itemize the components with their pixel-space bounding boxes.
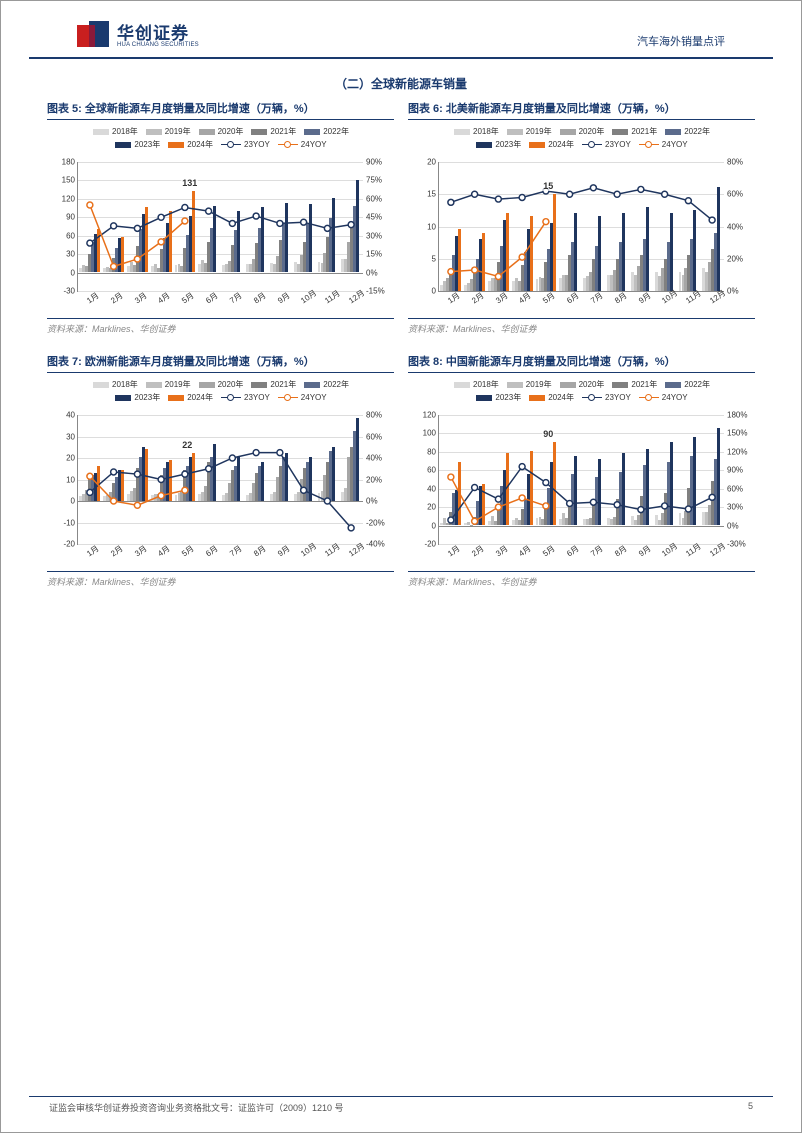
legend-yoy24: 24YOY [639,139,688,150]
legend-y2022: 2022年 [304,126,349,137]
page-header: 华创证券 HUA CHUANG SECURITIES 汽车海外销量点评 [29,1,773,59]
legend-yoy23: 23YOY [582,139,631,150]
legend-y2024: 2024年 [529,392,574,403]
legend-y2023: 2023年 [115,392,160,403]
legend-yoy24: 24YOY [639,392,688,403]
chart-6-source: 资料来源：Marklines、华创证券 [408,318,755,335]
logo-en: HUA CHUANG SECURITIES [117,42,199,48]
legend: 2018年 2019年 2020年 2021年 2022年 2023年 2024年 23YOY… [408,377,750,403]
legend-y2019: 2019年 [507,379,552,390]
legend-y2021: 2021年 [612,379,657,390]
legend-y2022: 2022年 [665,379,710,390]
legend-y2018: 2018年 [93,126,138,137]
legend: 2018年 2019年 2020年 2021年 2022年 2023年 2024年 23YOY… [47,124,389,150]
legend-y2020: 2020年 [560,379,605,390]
page-footer: 证监会审核华创证券投资咨询业务资格批文号：证监许可（2009）1210 号 5 [29,1096,773,1114]
chart-5-plot: 2018年 2019年 2020年 2021年 2022年 2023年 2024年 23YOY… [47,124,389,314]
legend-y2021: 2021年 [251,126,296,137]
chart-grid: 图表 5: 全球新能源车月度销量及同比增速（万辆，%） 2018年2019年20… [1,100,801,588]
chart-8-source: 资料来源：Marklines、华创证券 [408,571,755,588]
footer-left: 证监会审核华创证券投资咨询业务资格批文号：证监许可（2009）1210 号 [49,1101,344,1114]
chart-8-plot: 2018年 2019年 2020年 2021年 2022年 2023年 2024年 23YOY… [408,377,750,567]
legend-y2018: 2018年 [454,126,499,137]
legend-y2019: 2019年 [146,126,191,137]
chart-8: 图表 8: 中国新能源车月度销量及同比增速（万辆，%） 2018年2019年20… [408,353,755,588]
chart-7-source: 资料来源：Marklines、华创证券 [47,571,394,588]
legend-y2018: 2018年 [93,379,138,390]
legend-yoy23: 23YOY [582,392,631,403]
logo-icon [77,21,111,51]
chart-5-source: 资料来源：Marklines、华创证券 [47,318,394,335]
chart-5-title: 图表 5: 全球新能源车月度销量及同比增速（万辆，%） [47,100,394,120]
chart-7-title: 图表 7: 欧洲新能源车月度销量及同比增速（万辆，%） [47,353,394,373]
chart-7-plot: 2018年 2019年 2020年 2021年 2022年 2023年 2024年 23YOY… [47,377,389,567]
legend-y2018: 2018年 [454,379,499,390]
legend-y2020: 2020年 [560,126,605,137]
legend-y2023: 2023年 [476,139,521,150]
chart-6-title: 图表 6: 北美新能源车月度销量及同比增速（万辆，%） [408,100,755,120]
legend-y2024: 2024年 [168,139,213,150]
legend-y2024: 2024年 [168,392,213,403]
legend: 2018年 2019年 2020年 2021年 2022年 2023年 2024年 23YOY… [47,377,389,403]
footer-page: 5 [748,1101,753,1114]
legend-yoy23: 23YOY [221,139,270,150]
legend-y2022: 2022年 [665,126,710,137]
legend-y2021: 2021年 [612,126,657,137]
logo-cn: 华创证券 [117,25,199,42]
chart-8-title: 图表 8: 中国新能源车月度销量及同比增速（万辆，%） [408,353,755,373]
chart-5: 图表 5: 全球新能源车月度销量及同比增速（万辆，%） 2018年2019年20… [47,100,394,335]
legend-yoy24: 24YOY [278,139,327,150]
chart-7: 图表 7: 欧洲新能源车月度销量及同比增速（万辆，%） 2018年2019年20… [47,353,394,588]
chart-6: 图表 6: 北美新能源车月度销量及同比增速（万辆，%） 2018年2019年20… [408,100,755,335]
logo: 华创证券 HUA CHUANG SECURITIES [77,21,199,51]
header-subtitle: 汽车海外销量点评 [637,33,725,51]
legend-yoy23: 23YOY [221,392,270,403]
legend-y2023: 2023年 [115,139,160,150]
legend-y2021: 2021年 [251,379,296,390]
legend-y2022: 2022年 [304,379,349,390]
legend-y2020: 2020年 [199,126,244,137]
legend-y2019: 2019年 [146,379,191,390]
legend-yoy24: 24YOY [278,392,327,403]
section-title: （二）全球新能源车销量 [1,75,801,92]
chart-6-plot: 2018年 2019年 2020年 2021年 2022年 2023年 2024年 23YOY… [408,124,750,314]
legend: 2018年 2019年 2020年 2021年 2022年 2023年 2024年 23YOY… [408,124,750,150]
legend-y2024: 2024年 [529,139,574,150]
legend-y2023: 2023年 [476,392,521,403]
legend-y2019: 2019年 [507,126,552,137]
legend-y2020: 2020年 [199,379,244,390]
